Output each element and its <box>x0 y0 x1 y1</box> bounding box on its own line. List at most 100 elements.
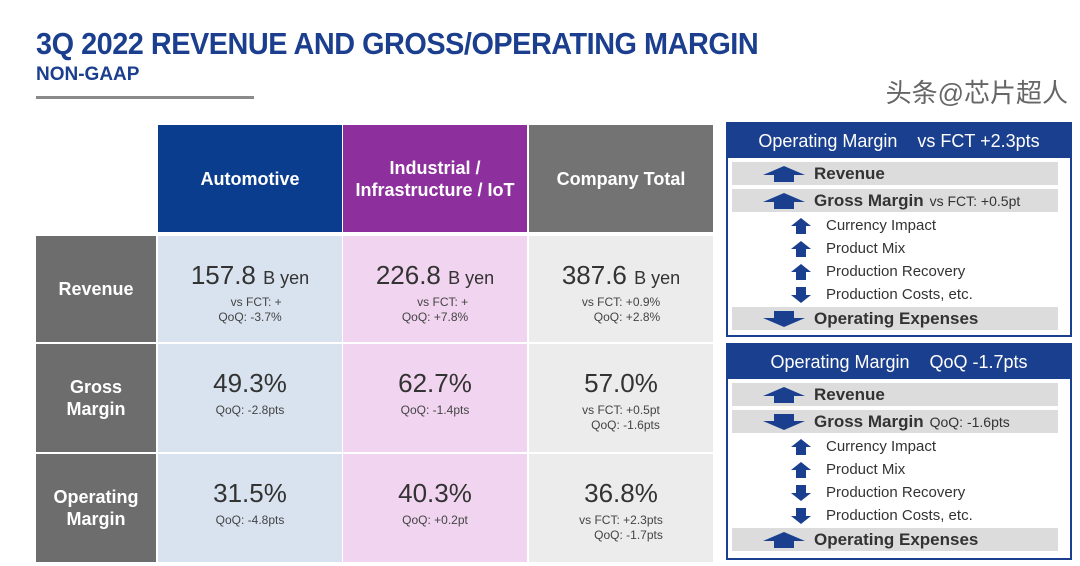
cell-value-wrap: 226.8 B yen <box>376 260 494 291</box>
arrow-up-icon <box>763 192 805 209</box>
cell-value-wrap: 62.7% <box>398 368 472 399</box>
cell-value-wrap: 36.8% <box>584 478 658 509</box>
cell-notes: QoQ: +0.2pt <box>402 513 468 528</box>
arrow-up-icon <box>763 386 805 403</box>
arrow-down-icon <box>763 413 805 430</box>
band-extra: QoQ: -1.6pts <box>929 413 1010 430</box>
table-cell: 387.6 B yen vs FCT: +0.9% QoQ: +2.8% <box>529 236 713 342</box>
page-title: 3Q 2022 REVENUE AND GROSS/OPERATING MARG… <box>36 26 759 61</box>
factor-item: Production Costs, etc. <box>728 504 1070 527</box>
cell-note: vs FCT: + <box>230 295 282 309</box>
factor-label: Production Costs, etc. <box>826 286 973 303</box>
arrow-down-icon <box>791 507 811 524</box>
cell-note: QoQ: -3.7% <box>218 310 282 324</box>
column-header: Industrial / Infrastructure / IoT <box>343 125 527 232</box>
opex-band: Operating Expenses <box>732 528 1058 551</box>
cell-notes: vs FCT: +0.9% QoQ: +2.8% <box>582 295 660 325</box>
arrow-up-icon <box>763 165 805 182</box>
factor-item: Production Costs, etc. <box>728 283 1070 306</box>
column-header-label: Industrial / Infrastructure / IoT <box>355 157 515 200</box>
margin-driver-panel: Operating Margin vs FCT +2.3pts Revenue G… <box>726 122 1072 337</box>
arrow-up-icon <box>791 217 811 234</box>
watermark: 头条@芯片超人 <box>885 78 1068 108</box>
arrow-down-icon <box>763 310 805 327</box>
cell-notes: vs FCT: +2.3pts QoQ: -1.7pts <box>579 513 663 543</box>
factor-label: Production Recovery <box>826 263 966 280</box>
band-label: Operating Expenses <box>814 529 979 549</box>
cell-notes: vs FCT: + QoQ: +7.8% <box>402 295 468 325</box>
table-cell: 62.7% QoQ: -1.4pts <box>343 344 527 452</box>
cell-note: QoQ: -4.8pts <box>215 513 285 527</box>
column-header-label: Company Total <box>556 168 686 189</box>
cell-note: vs FCT: +0.5pt <box>582 403 660 417</box>
factor-item: Product Mix <box>728 237 1070 260</box>
cell-value: 36.8% <box>584 478 658 508</box>
row-header-label: Revenue <box>58 279 134 299</box>
cell-note: vs FCT: +2.3pts <box>579 513 663 527</box>
cell-unit: B yen <box>263 268 310 288</box>
cell-note: vs FCT: + <box>417 295 469 309</box>
cell-value: 49.3% <box>213 368 287 398</box>
cell-value-wrap: 31.5% <box>213 478 287 509</box>
cell-note: QoQ: +7.8% <box>401 310 469 324</box>
arrow-up-icon <box>791 461 811 478</box>
table-cell: 31.5% QoQ: -4.8pts <box>158 454 342 562</box>
table-cell: 57.0% vs FCT: +0.5pt QoQ: -1.6pts <box>529 344 713 452</box>
cell-note: QoQ: -1.6pts <box>591 418 660 432</box>
band-label: Gross Margin <box>814 190 924 210</box>
cell-unit: B yen <box>634 268 681 288</box>
cell-notes: QoQ: -2.8pts <box>216 403 285 418</box>
band-label: Operating Expenses <box>814 308 979 328</box>
panel-title: Operating Margin <box>770 351 910 372</box>
factor-item: Production Recovery <box>728 481 1070 504</box>
column-header: Company Total <box>529 125 713 232</box>
panel-header: Operating Margin QoQ -1.7pts <box>728 345 1070 379</box>
column-header-label: Automotive <box>200 168 300 189</box>
panel-header: Operating Margin vs FCT +2.3pts <box>728 124 1070 158</box>
cell-notes: QoQ: -4.8pts <box>216 513 285 528</box>
cell-notes: vs FCT: + QoQ: -3.7% <box>218 295 281 325</box>
margin-driver-panel: Operating Margin QoQ -1.7pts Revenue Gros… <box>726 343 1072 560</box>
cell-value: 31.5% <box>213 478 287 508</box>
band-label: Revenue <box>814 384 885 404</box>
table-cell: 36.8% vs FCT: +2.3pts QoQ: -1.7pts <box>529 454 713 562</box>
arrow-down-icon <box>791 286 811 303</box>
cell-note: QoQ: -1.7pts <box>594 528 663 542</box>
cell-value: 62.7% <box>398 368 472 398</box>
factor-item: Product Mix <box>728 458 1070 481</box>
factor-item: Production Recovery <box>728 260 1070 283</box>
cell-value: 57.0% <box>584 368 658 398</box>
factor-label: Currency Impact <box>826 438 937 455</box>
revenue-band: Revenue <box>732 162 1058 185</box>
cell-note: vs FCT: +0.9% <box>581 295 661 309</box>
band-label: Gross Margin <box>814 411 924 431</box>
table-cell: 40.3% QoQ: +0.2pt <box>343 454 527 562</box>
panel-title: Operating Margin <box>758 130 898 151</box>
row-header-label: Gross Margin <box>66 377 126 419</box>
factor-label: Product Mix <box>826 461 906 478</box>
cell-note: QoQ: -2.8pts <box>215 403 285 417</box>
cell-note: QoQ: +0.2pt <box>402 513 468 527</box>
table-cell: 226.8 B yen vs FCT: + QoQ: +7.8% <box>343 236 527 342</box>
cell-value-wrap: 387.6 B yen <box>562 260 680 291</box>
row-header-label: Operating Margin <box>53 487 139 529</box>
cell-value-wrap: 40.3% <box>398 478 472 509</box>
factor-label: Currency Impact <box>826 217 937 234</box>
band-label: Revenue <box>814 163 885 183</box>
revenue-band: Revenue <box>732 383 1058 406</box>
row-header: Revenue <box>36 236 156 342</box>
page-subtitle: NON-GAAP <box>36 64 140 85</box>
factor-label: Production Costs, etc. <box>826 507 973 524</box>
cell-notes: QoQ: -1.4pts <box>401 403 470 418</box>
arrow-up-icon <box>791 438 811 455</box>
band-extra: vs FCT: +0.5pt <box>929 192 1021 209</box>
cell-value: 226.8 <box>375 260 441 290</box>
gross-margin-band: Gross Margin vs FCT: +0.5pt <box>732 189 1058 212</box>
factor-label: Production Recovery <box>826 484 966 501</box>
cell-note: QoQ: +2.8% <box>593 310 661 324</box>
column-header: Automotive <box>158 125 342 232</box>
cell-value-wrap: 57.0% <box>584 368 658 399</box>
cell-notes: vs FCT: +0.5pt QoQ: -1.6pts <box>582 403 660 433</box>
cell-value: 387.6 <box>561 260 627 290</box>
panel-delta: vs FCT +2.3pts <box>917 130 1040 151</box>
